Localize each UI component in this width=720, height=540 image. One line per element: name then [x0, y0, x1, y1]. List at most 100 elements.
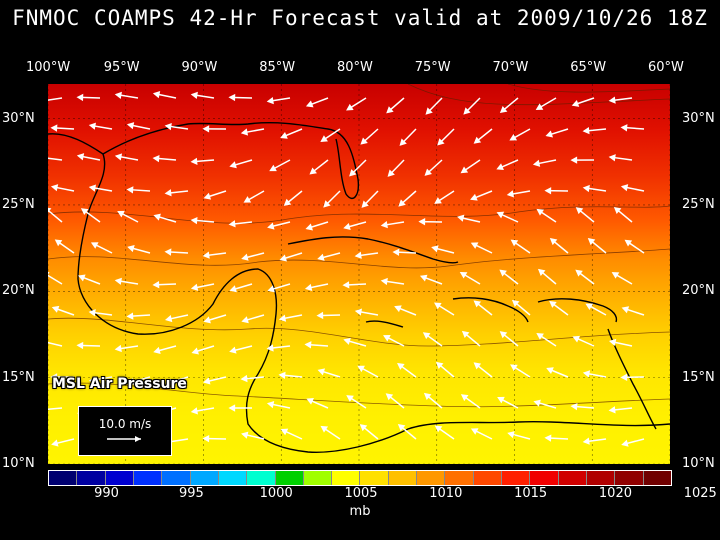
wind-arrow-head — [165, 378, 173, 386]
wind-arrow-head — [496, 163, 504, 171]
wind-arrow-head — [394, 305, 402, 313]
wind-arrow-head — [608, 338, 617, 347]
wind-arrow-head — [153, 213, 161, 221]
wind-arrow-head — [190, 216, 198, 225]
wind-arrow-head — [343, 337, 351, 345]
colorbar-cell — [162, 471, 191, 485]
longitude-label: 80°W — [337, 60, 373, 75]
wind-arrow-head — [190, 407, 199, 415]
wind-arrow-head — [545, 130, 553, 138]
wind-arrow-head — [533, 399, 541, 407]
wind-arrow-head — [305, 100, 314, 108]
wind-arrow-head — [361, 200, 369, 208]
colorbar-cell — [332, 471, 361, 485]
wind-legend: 10.0 m/s — [78, 406, 172, 456]
wind-arrow-head — [434, 197, 442, 204]
wind-arrow-head — [278, 314, 287, 322]
wind-arrow-head — [76, 93, 84, 102]
wind-arrow-head — [620, 373, 628, 381]
wind-arrow-head — [357, 365, 365, 373]
wind-arrow-head — [88, 184, 97, 192]
wind-arrow-head — [127, 378, 135, 386]
wind-arrow-head — [571, 100, 580, 107]
wind-arrow-head — [203, 377, 211, 385]
wind-arrow-head — [582, 126, 590, 135]
colorbar-tick-label: 995 — [178, 486, 204, 501]
colorbar-cell — [586, 471, 616, 485]
colorbar-cell — [643, 471, 671, 485]
wind-arrow-head — [392, 248, 400, 256]
wind-arrow-head — [621, 306, 630, 314]
wind-arrow-head — [585, 303, 594, 311]
wind-arrow-head — [190, 283, 199, 291]
wind-arrow-head — [349, 169, 357, 177]
wind-arrow-head — [398, 199, 406, 207]
wind-arrow-head — [360, 137, 368, 145]
wind-arrow-head — [549, 300, 557, 308]
wind-arrow-head — [88, 309, 96, 317]
wind-arrow-head — [126, 186, 134, 194]
longitude-label: 100°W — [26, 60, 71, 75]
wind-arrow-head — [470, 242, 479, 249]
colorbar-cell — [530, 471, 559, 485]
colorbar-tick-label: 1025 — [683, 486, 717, 501]
latitude-label-right: 30°N — [682, 110, 715, 126]
wind-vectors — [48, 91, 645, 448]
pressure-colorbar — [48, 470, 672, 486]
wind-arrow — [48, 274, 63, 285]
wind-arrow-head — [203, 192, 212, 200]
colorbar-cell — [105, 471, 134, 485]
wind-arrow-head — [509, 133, 518, 141]
wind-arrow-head — [608, 406, 616, 414]
wind-arrow-head — [304, 341, 312, 349]
wind-arrow-head — [317, 253, 325, 261]
wind-arrow-head — [460, 166, 469, 174]
wind-arrow-head — [305, 223, 313, 231]
wind-arrow-head — [380, 277, 388, 286]
wind-arrow-head — [460, 394, 469, 402]
wind-arrow-head — [397, 362, 405, 370]
wind-arrow-head — [473, 362, 482, 370]
wind-arrow-head — [280, 428, 289, 436]
wind-arrow-head — [126, 122, 135, 130]
colorbar-cell — [502, 471, 531, 485]
colorbar-tick-label: 1000 — [259, 486, 293, 501]
wind-arrow-head — [278, 371, 286, 379]
wind-arrow-head — [423, 392, 432, 400]
wind-arrow-head — [228, 93, 236, 102]
wind-arrow-head — [48, 207, 52, 213]
longitude-label: 60°W — [648, 60, 684, 75]
colorbar-cell — [275, 471, 304, 485]
wind-arrow-head — [549, 237, 558, 246]
colorbar-tick-label: 1015 — [514, 486, 548, 501]
colorbar-cell — [473, 471, 502, 485]
wind-arrow-head — [267, 285, 275, 293]
wind-arrow-head — [114, 344, 122, 353]
wind-arrow-head — [50, 124, 58, 132]
wind-arrow-head — [346, 103, 354, 111]
wind-arrow-head — [114, 153, 123, 161]
wind-arrow-head — [228, 404, 236, 412]
wind-arrow-head — [354, 251, 362, 259]
wind-arrow-head — [117, 210, 125, 218]
wind-arrow-head — [422, 332, 431, 340]
wind-arrow-head — [243, 196, 252, 203]
wind-arrow-head — [473, 136, 482, 144]
colorbar-cell — [360, 471, 389, 485]
wind-arrow-head — [229, 161, 237, 169]
wind-arrow-head — [575, 269, 583, 277]
wind-arrow-head — [536, 208, 545, 216]
wind-arrow-head — [190, 157, 198, 166]
wind-arrow-head — [582, 184, 590, 193]
wind-arrow-head — [114, 277, 122, 285]
wind-arrow-head — [240, 374, 248, 383]
colorbar-units: mb — [349, 504, 371, 519]
wind-arrow-head — [499, 269, 507, 277]
wind-arrow-head — [383, 335, 391, 342]
wind-arrow-head — [431, 245, 439, 253]
wind-arrow — [48, 341, 63, 347]
wind-arrow-head — [546, 367, 554, 374]
wind-arrow-head — [611, 272, 620, 279]
wind-arrow-head — [532, 159, 541, 167]
wind-arrow-head — [229, 285, 237, 293]
